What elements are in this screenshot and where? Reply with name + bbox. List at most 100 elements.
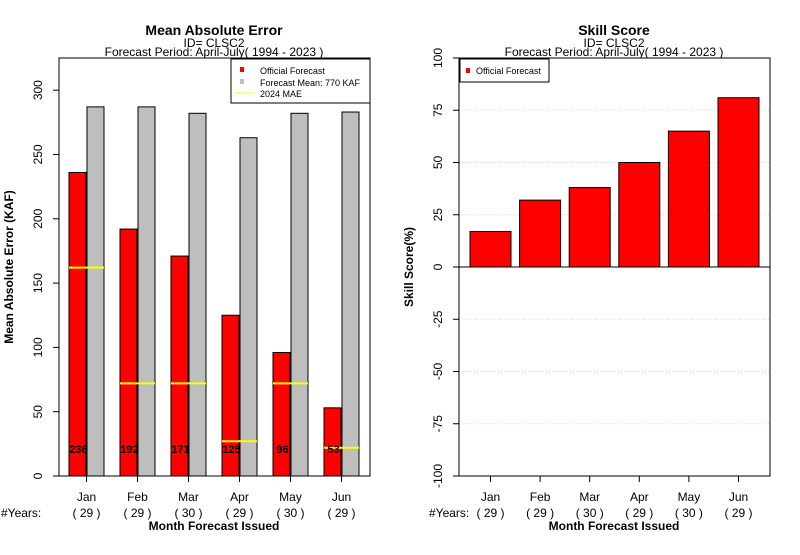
ss-y-tick-label: -25: [431, 310, 445, 328]
mae-years-value: ( 29 ): [72, 506, 100, 520]
mae-bar-value-label: 53: [327, 444, 339, 456]
ss-x-tick-label: Feb: [530, 490, 551, 504]
mae-x-tick-label: Jan: [77, 490, 96, 504]
mae-bar-value-label: 96: [276, 444, 288, 456]
ss-years-label: #Years:: [429, 506, 469, 520]
ss-y-tick-label: -100: [431, 464, 445, 488]
ss-x-tick-label: Jun: [729, 490, 748, 504]
mae-bars: [68, 106, 360, 477]
mae-bar-forecast-mean: [137, 106, 156, 477]
mae-y-tick-label: 50: [31, 405, 45, 419]
ss-years-value: ( 29 ): [724, 506, 752, 520]
ss-years-value: ( 30 ): [675, 506, 703, 520]
ss-bar-official: [667, 130, 710, 268]
mae-bar-official: [170, 255, 189, 477]
mae-x-tick-label: May: [279, 490, 302, 504]
ss-y-tick-label: 100: [431, 48, 445, 68]
mae-y-axis-label: Mean Absolute Error (KAF): [2, 190, 16, 344]
ss-x-tick-label: May: [678, 490, 701, 504]
mae-y-axis: 0 50 100 150 200 250 300: [31, 80, 59, 479]
ss-y-tick-label: 25: [431, 208, 445, 222]
ss-years-value: ( 29 ): [625, 506, 653, 520]
ss-y-tick-label: 75: [431, 103, 445, 117]
mae-years-label: #Years:: [1, 506, 41, 520]
mae-bar-forecast-mean: [188, 112, 207, 477]
mae-bar-forecast-mean: [290, 112, 309, 477]
ss-bar-official: [469, 230, 512, 268]
skill-score-chart: Skill Score ID= CLSC2 Forecast Period: A…: [402, 22, 771, 533]
ss-subtitle-id: ID= CLSC2: [583, 36, 644, 50]
ss-x-tick-label: Mar: [579, 490, 600, 504]
ss-x-axis-label: Month Forecast Issued: [549, 519, 680, 533]
ss-x-tick-label: Apr: [630, 490, 649, 504]
mae-x-tick-label: Apr: [230, 490, 249, 504]
mae-y-tick-label: 100: [31, 337, 45, 357]
ss-bar-official: [519, 199, 562, 268]
mae-legend-official: Official Forecast: [260, 66, 325, 76]
mae-bar-value-label: 192: [120, 444, 138, 456]
mae-y-tick-label: 0: [31, 472, 45, 479]
mae-subtitle-id: ID= CLSC2: [183, 36, 244, 50]
mae-bar-official: [323, 407, 342, 477]
mae-chart: Mean Absolute Error ID= CLSC2 Forecast P…: [1, 22, 371, 533]
mae-legend-swatch-mean: [240, 79, 244, 84]
ss-y-tick-label: -50: [431, 363, 445, 381]
mae-bar-official: [68, 171, 87, 477]
ss-years-value: ( 29 ): [476, 506, 504, 520]
mae-x-tick-label: Mar: [178, 490, 199, 504]
ss-title: Skill Score: [578, 22, 650, 38]
ss-years-value: ( 30 ): [576, 506, 604, 520]
mae-bar-forecast-mean: [86, 106, 105, 477]
ss-x-axis: Jan ( 29 ) Feb ( 29 ) Mar ( 30 ) Apr ( 29 ) May (…: [476, 476, 753, 520]
mae-y-tick-label: 300: [31, 80, 45, 100]
mae-legend-swatch-official: [240, 67, 244, 72]
ss-y-tick-label: 50: [431, 156, 445, 170]
ss-legend-official: Official Forecast: [476, 66, 541, 76]
ss-x-tick-label: Jan: [481, 490, 500, 504]
mae-y-tick-label: 250: [31, 144, 45, 164]
mae-years-value: ( 30 ): [174, 506, 202, 520]
mae-subtitle-period: Forecast Period: April-July( 1994 - 2023…: [105, 45, 324, 59]
mae-years-value: ( 29 ): [225, 506, 253, 520]
ss-bar-official: [717, 97, 760, 268]
mae-legend: Official Forecast Forecast Mean: 770 KAF…: [230, 58, 371, 104]
mae-bar-official: [272, 352, 291, 477]
ss-subtitle-period: Forecast Period: April-July( 1994 - 2023…: [505, 45, 724, 59]
mae-bar-official: [119, 228, 138, 477]
mae-plot-frame: [58, 57, 371, 477]
mae-x-tick-label: Feb: [127, 490, 148, 504]
mae-2024-lines: [69, 266, 359, 449]
ss-bars: [469, 97, 760, 268]
mae-bar-forecast-mean: [239, 137, 258, 477]
ss-y-axis: -100 -75 -50 -25 0 25 50 75 100: [431, 48, 459, 488]
ss-legend-box: [459, 58, 550, 83]
mae-x-tick-label: Jun: [332, 490, 351, 504]
mae-bar-value-label: 236: [69, 444, 87, 456]
mae-y-tick-label: 150: [31, 273, 45, 293]
mae-legend-mean: Forecast Mean: 770 KAF: [260, 78, 361, 88]
ss-bar-official: [568, 187, 611, 268]
mae-legend-box: [230, 58, 371, 104]
mae-years-value: ( 29 ): [327, 506, 355, 520]
ss-legend: Official Forecast: [459, 58, 550, 83]
ss-y-axis-label: Skill Score(%): [402, 227, 416, 307]
ss-y-tick-label: -75: [431, 415, 445, 433]
mae-x-axis: Jan ( 29 ) Feb ( 29 ) Mar ( 30 ) Apr ( 29 ) May (…: [72, 476, 356, 520]
mae-y-tick-label: 200: [31, 208, 45, 228]
mae-bar-value-label: 125: [222, 444, 240, 456]
ss-legend-swatch-official: [466, 68, 470, 73]
mae-bar-forecast-mean: [341, 111, 360, 477]
ss-plot-frame: [458, 57, 771, 477]
ss-years-value: ( 29 ): [526, 506, 554, 520]
ss-y-tick-label: 0: [431, 263, 445, 270]
mae-bar-labels: 236 192 171 125 96 53: [69, 444, 339, 456]
mae-title: Mean Absolute Error: [145, 22, 283, 38]
mae-bar-value-label: 171: [171, 444, 189, 456]
mae-years-value: ( 29 ): [123, 506, 151, 520]
mae-x-axis-label: Month Forecast Issued: [149, 519, 280, 533]
mae-years-value: ( 30 ): [276, 506, 304, 520]
ss-bar-official: [618, 162, 661, 268]
mae-legend-2024: 2024 MAE: [260, 89, 302, 99]
